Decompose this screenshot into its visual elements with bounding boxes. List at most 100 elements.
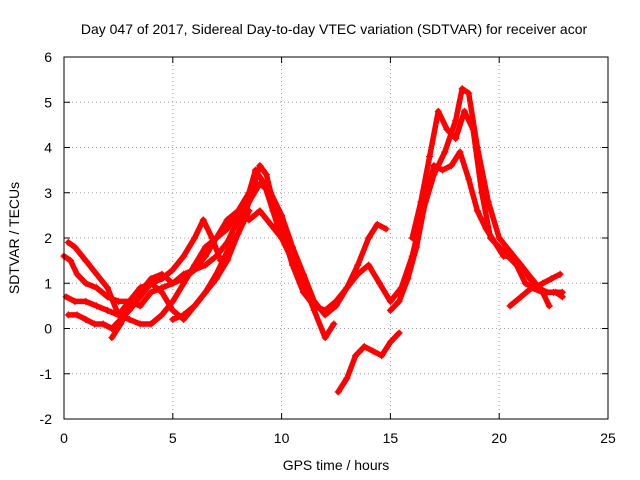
- y-tick-label: 2: [44, 230, 52, 246]
- data-point-marker: [169, 306, 177, 314]
- data-point-marker: [456, 148, 464, 156]
- data-point-marker: [108, 325, 116, 332]
- data-point-marker: [191, 302, 199, 310]
- y-axis-label: SDTVAR / TECUs: [6, 182, 22, 294]
- x-tick-label: 20: [491, 430, 507, 446]
- data-point-marker: [147, 275, 155, 283]
- data-point-marker: [278, 225, 286, 233]
- x-tick-labels: 0 5 10 15 20 25: [60, 430, 616, 446]
- data-point-marker: [550, 288, 558, 296]
- data-point-marker: [378, 352, 386, 360]
- data-point-marker: [413, 243, 421, 251]
- data-point-marker: [495, 234, 503, 242]
- x-tick-label: 15: [383, 430, 399, 446]
- series-trace: [61, 85, 552, 318]
- data-point-marker: [460, 107, 468, 115]
- data-point-marker: [223, 216, 231, 224]
- data-point-marker: [223, 257, 231, 265]
- data-point-marker: [452, 116, 460, 124]
- data-point-marker: [169, 315, 177, 323]
- chart-title: Day 047 of 2017, Sidereal Day-to-day VTE…: [81, 21, 588, 37]
- data-point-marker: [245, 216, 253, 224]
- data-point-marker: [395, 297, 403, 305]
- data-point-marker: [458, 85, 466, 93]
- data-point-marker: [71, 243, 79, 251]
- x-tick-label: 25: [600, 430, 616, 446]
- data-point-marker: [321, 306, 329, 314]
- data-point-marker: [539, 288, 547, 296]
- data-point-marker: [136, 320, 144, 328]
- data-point-marker: [212, 275, 220, 283]
- data-point-marker: [136, 302, 144, 310]
- data-point-marker: [199, 216, 207, 224]
- tick-layer: [63, 56, 609, 420]
- data-point-marker: [136, 288, 144, 296]
- y-tick-label: -2: [40, 411, 53, 427]
- data-point-marker: [426, 153, 434, 161]
- data-point-marker: [158, 311, 166, 319]
- series-sat-f: [169, 162, 390, 323]
- data-point-marker: [504, 252, 512, 260]
- data-point-marker: [360, 343, 368, 351]
- y-tick-labels: -2 -1 0 1 2 3 4 5 6: [40, 49, 53, 427]
- series-trace: [335, 330, 402, 395]
- data-point-marker: [373, 220, 381, 228]
- data-point-marker: [256, 207, 264, 215]
- series-trace: [109, 208, 296, 341]
- y-tick-label: 4: [44, 140, 52, 156]
- data-point-marker: [180, 275, 188, 283]
- x-axis-label: GPS time / hours: [283, 457, 390, 473]
- data-point-marker: [158, 270, 166, 278]
- x-tick-label: 0: [60, 430, 68, 446]
- data-point-marker: [104, 284, 112, 292]
- data-point-marker: [417, 198, 425, 206]
- data-point-marker: [365, 261, 373, 269]
- data-point-marker: [234, 229, 242, 237]
- data-point-marker: [201, 252, 209, 260]
- data-point-marker: [478, 189, 486, 197]
- data-point-marker: [404, 275, 412, 283]
- data-point-marker: [545, 302, 553, 310]
- series-sat-e: [108, 207, 296, 342]
- data-point-marker: [310, 302, 318, 310]
- data-point-marker: [321, 334, 329, 342]
- data-point-marker: [147, 320, 155, 328]
- data-point-marker: [547, 275, 555, 283]
- data-point-marker: [506, 302, 514, 310]
- x-tick-label: 5: [169, 430, 177, 446]
- data-point-marker: [352, 352, 360, 360]
- data-point-marker: [473, 207, 481, 215]
- data-point-marker: [386, 306, 394, 314]
- data-point-marker: [386, 338, 394, 346]
- data-point-marker: [430, 162, 438, 170]
- data-point-marker: [114, 297, 122, 305]
- data-point-marker: [93, 302, 101, 310]
- y-tick-label: 6: [44, 49, 52, 65]
- data-point-marker: [465, 89, 473, 97]
- data-point-marker: [125, 315, 133, 323]
- data-point-marker: [93, 270, 101, 278]
- data-point-marker: [539, 279, 547, 287]
- data-point-marker: [447, 162, 455, 170]
- data-point-marker: [334, 388, 342, 396]
- data-point-marker: [82, 315, 90, 323]
- data-point-marker: [180, 252, 188, 260]
- data-point-marker: [99, 320, 107, 328]
- data-point-marker: [434, 107, 442, 115]
- data-point-marker: [245, 198, 253, 206]
- data-point-marker: [365, 234, 373, 242]
- data-point-marker: [104, 306, 112, 314]
- data-point-marker: [330, 320, 338, 328]
- data-point-marker: [114, 311, 122, 319]
- series-layer: [60, 85, 566, 396]
- data-point-marker: [267, 220, 275, 228]
- data-point-marker: [299, 288, 307, 296]
- data-point-marker: [90, 320, 98, 328]
- data-point-marker: [369, 347, 377, 355]
- series-trace: [170, 162, 389, 323]
- series-sat-j: [506, 284, 566, 310]
- data-point-marker: [469, 125, 477, 133]
- data-point-marker: [486, 234, 494, 242]
